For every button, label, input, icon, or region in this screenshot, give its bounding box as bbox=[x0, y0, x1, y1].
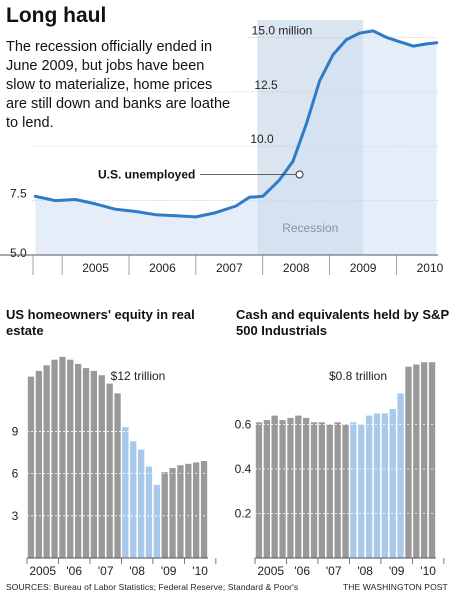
bar bbox=[185, 463, 192, 558]
unit-label: $0.8 trillion bbox=[329, 369, 387, 383]
y-tick-label: 5.0 bbox=[10, 246, 27, 260]
y-tick-label: 9 bbox=[12, 424, 19, 438]
x-tick-label: '06 bbox=[66, 564, 82, 578]
x-tick-label: '07 bbox=[326, 564, 342, 578]
bar bbox=[303, 417, 310, 558]
x-tick-label: '10 bbox=[192, 564, 208, 578]
y-tick-label: 3 bbox=[12, 509, 19, 523]
bar bbox=[177, 465, 184, 558]
bar bbox=[358, 424, 365, 558]
bar bbox=[43, 365, 50, 558]
bar bbox=[51, 359, 58, 558]
bar bbox=[27, 376, 35, 558]
bar bbox=[67, 359, 74, 558]
bar bbox=[421, 362, 428, 558]
y-tick-label: 0.2 bbox=[235, 507, 252, 521]
bar bbox=[428, 362, 436, 558]
publisher-credit: THE WASHINGTON POST bbox=[343, 582, 448, 592]
bar bbox=[318, 422, 325, 558]
annotation-label: U.S. unemployed bbox=[98, 167, 195, 181]
sources-note: SOURCES: Bureau of Labor Statistics; Fed… bbox=[6, 582, 299, 592]
bar bbox=[287, 417, 294, 558]
equity-bar-chart: 3 6 9 $12 trillion 2005 '06 '07 '08 '09 '10 bbox=[12, 356, 217, 578]
equity-chart-title: US homeowners' equity in real estate bbox=[6, 307, 195, 338]
unemployed-area bbox=[35, 30, 437, 256]
bar bbox=[145, 466, 153, 558]
bar bbox=[98, 375, 105, 558]
bar bbox=[389, 409, 396, 558]
bar bbox=[161, 472, 168, 558]
unit-label: $12 trillion bbox=[111, 369, 166, 383]
bar bbox=[334, 422, 341, 558]
cash-bar-chart: 0.2 0.4 0.6 $0.8 trillion 2005 '06 '07 '08 '09 '1… bbox=[235, 362, 445, 578]
x-tick-label: 2005 bbox=[82, 261, 109, 275]
bar bbox=[326, 424, 333, 558]
x-tick-label: '10 bbox=[420, 564, 436, 578]
bar bbox=[193, 462, 200, 558]
bar bbox=[138, 449, 145, 558]
bar bbox=[59, 356, 66, 558]
y-tick-label: 12.5 bbox=[254, 78, 278, 92]
bar bbox=[366, 415, 373, 558]
x-tick-label: 2009 bbox=[350, 261, 377, 275]
y-tick-label: 0.4 bbox=[235, 462, 252, 476]
x-tick-label: '09 bbox=[161, 564, 177, 578]
bar bbox=[295, 415, 302, 558]
y-tick-label: 6 bbox=[12, 467, 19, 481]
x-tick-label: '07 bbox=[98, 564, 114, 578]
bar bbox=[114, 393, 121, 558]
bar bbox=[342, 424, 349, 558]
bar bbox=[169, 468, 176, 558]
x-tick-label: 2008 bbox=[283, 261, 310, 275]
bar bbox=[413, 364, 420, 558]
bar bbox=[75, 363, 82, 558]
bar bbox=[373, 413, 381, 558]
unemployed-line bbox=[33, 29, 439, 219]
x-tick-label: '06 bbox=[294, 564, 310, 578]
bar bbox=[122, 427, 129, 558]
bar bbox=[82, 368, 90, 558]
bar bbox=[271, 415, 278, 558]
bar bbox=[153, 484, 160, 558]
y-tick-label: 7.5 bbox=[10, 187, 27, 201]
bar bbox=[200, 461, 208, 558]
unemployment-line-chart: Recession5.07.510.012.515.0 million20052… bbox=[0, 20, 444, 275]
bar bbox=[350, 422, 357, 558]
bar bbox=[90, 370, 97, 558]
x-tick-label: '08 bbox=[357, 564, 373, 578]
y-tick-label: 15.0 million bbox=[252, 23, 313, 37]
bar bbox=[255, 422, 263, 558]
bar bbox=[405, 366, 412, 558]
x-tick-label: '09 bbox=[389, 564, 405, 578]
x-tick-label: 2010 bbox=[417, 261, 444, 275]
bar bbox=[130, 441, 137, 558]
x-tick-label: '08 bbox=[129, 564, 145, 578]
x-tick-label: 2005 bbox=[257, 564, 284, 578]
x-tick-label: 2007 bbox=[216, 261, 243, 275]
page-title: Long haul bbox=[6, 4, 107, 27]
bar bbox=[397, 393, 404, 558]
annotation-marker bbox=[295, 170, 304, 179]
bar bbox=[381, 413, 388, 558]
bar bbox=[106, 383, 113, 558]
x-tick-label: 2006 bbox=[149, 261, 176, 275]
cash-chart-title: Cash and equivalents held by S&P 500 Ind… bbox=[236, 307, 449, 338]
bar bbox=[310, 422, 318, 558]
bar bbox=[279, 420, 286, 558]
intro-text: The recession officially ended in June 2… bbox=[6, 39, 231, 131]
y-tick-label: 10.0 bbox=[250, 132, 274, 146]
bar bbox=[35, 370, 42, 558]
y-tick-label: 0.6 bbox=[235, 418, 252, 432]
x-tick-label: 2005 bbox=[29, 564, 56, 578]
bar bbox=[263, 420, 270, 558]
